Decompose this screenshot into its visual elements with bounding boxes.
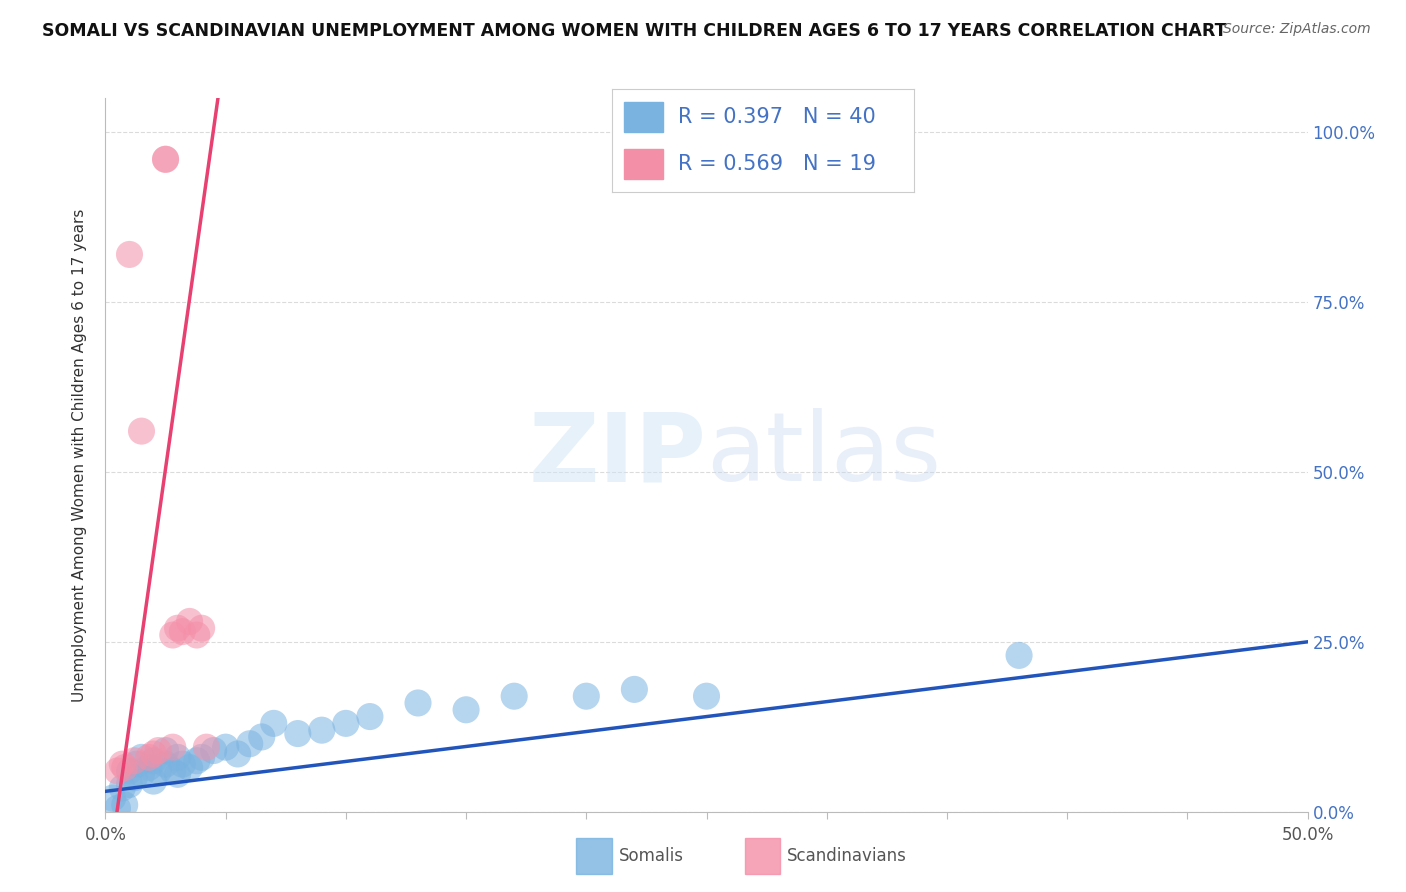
Point — [131, 424, 153, 438]
Point — [226, 747, 249, 761]
Point — [359, 709, 381, 723]
Point — [250, 730, 273, 744]
Text: atlas: atlas — [707, 409, 942, 501]
Bar — [624, 149, 664, 179]
Point — [101, 791, 124, 805]
Text: Source: ZipAtlas.com: Source: ZipAtlas.com — [1223, 22, 1371, 37]
Point — [138, 760, 160, 774]
Point — [406, 696, 429, 710]
Point — [148, 764, 170, 778]
Text: SOMALI VS SCANDINAVIAN UNEMPLOYMENT AMONG WOMEN WITH CHILDREN AGES 6 TO 17 YEARS: SOMALI VS SCANDINAVIAN UNEMPLOYMENT AMON… — [42, 22, 1226, 40]
Point — [186, 628, 208, 642]
Point — [124, 771, 146, 785]
Point — [131, 767, 153, 781]
Point — [179, 615, 201, 629]
Point — [190, 750, 212, 764]
Point — [114, 797, 136, 812]
Point — [454, 703, 477, 717]
Point — [287, 726, 309, 740]
Point — [239, 737, 262, 751]
Point — [166, 621, 188, 635]
Text: ZIP: ZIP — [529, 409, 707, 501]
Point — [142, 754, 165, 768]
Point — [148, 743, 170, 757]
Point — [575, 689, 598, 703]
Point — [186, 754, 208, 768]
Point — [190, 621, 212, 635]
Point — [118, 764, 141, 778]
Point — [162, 764, 184, 778]
Point — [172, 757, 194, 772]
Point — [155, 757, 177, 772]
Point — [162, 740, 184, 755]
Point — [202, 743, 225, 757]
Point — [111, 780, 134, 795]
Point — [155, 153, 177, 167]
Point — [335, 716, 357, 731]
Point — [263, 716, 285, 731]
Point — [118, 247, 141, 261]
Point — [114, 760, 136, 774]
Point — [125, 757, 148, 772]
Point — [696, 689, 718, 703]
Point — [138, 750, 160, 764]
Point — [155, 743, 177, 757]
Point — [111, 757, 134, 772]
Text: Somalis: Somalis — [619, 847, 683, 865]
Text: R = 0.397   N = 40: R = 0.397 N = 40 — [678, 107, 876, 127]
Point — [124, 754, 146, 768]
Point — [131, 750, 153, 764]
Point — [172, 624, 194, 639]
Point — [155, 153, 177, 167]
Point — [1008, 648, 1031, 663]
Point — [166, 767, 188, 781]
Point — [166, 750, 188, 764]
Point — [162, 628, 184, 642]
Text: Scandinavians: Scandinavians — [787, 847, 907, 865]
Point — [311, 723, 333, 738]
Y-axis label: Unemployment Among Women with Children Ages 6 to 17 years: Unemployment Among Women with Children A… — [72, 208, 87, 702]
Point — [107, 801, 129, 815]
Point — [503, 689, 526, 703]
Point — [142, 747, 165, 761]
Bar — [624, 102, 664, 132]
Point — [118, 778, 141, 792]
Point — [623, 682, 645, 697]
Text: R = 0.569   N = 19: R = 0.569 N = 19 — [678, 154, 876, 174]
Point — [195, 740, 218, 755]
Point — [179, 760, 201, 774]
Point — [214, 740, 236, 755]
Point — [142, 774, 165, 789]
Point — [107, 764, 129, 778]
